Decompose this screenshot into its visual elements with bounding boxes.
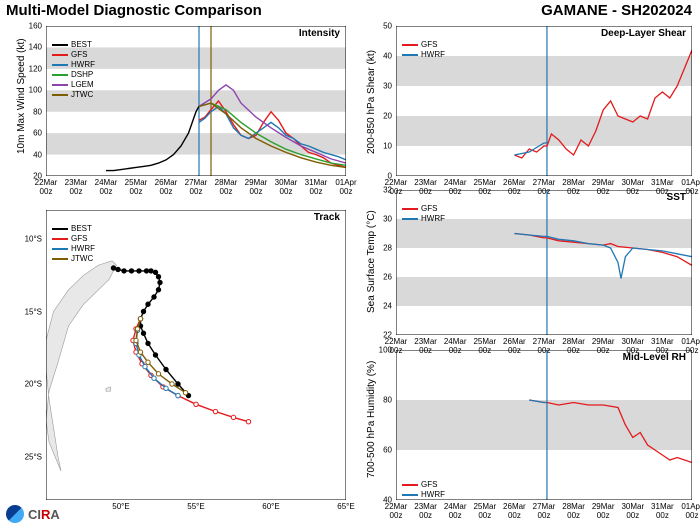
legend-intensity: BESTGFSHWRFDSHPLGEMJTWC <box>52 40 95 100</box>
xtick: 30Mar00z <box>618 502 648 520</box>
legend-item: BEST <box>52 224 95 234</box>
xtick: 23Mar00z <box>411 502 441 520</box>
xtick: 29Mar00z <box>241 178 271 196</box>
cira-r: R <box>41 507 50 522</box>
panel-shear: Deep-Layer Shear 200-850 hPa Shear (kt) … <box>396 26 692 176</box>
xtick: 27Mar00z <box>181 178 211 196</box>
xtick: 24Mar00z <box>440 502 470 520</box>
chart-rh <box>396 350 692 500</box>
xtick: 23Mar00z <box>61 178 91 196</box>
legend-item: JTWC <box>52 90 95 100</box>
ytick: 50 <box>372 22 392 31</box>
ytick: 160 <box>22 22 42 31</box>
xtick: 01Apr00z <box>677 502 700 520</box>
xtick: 26Mar00z <box>151 178 181 196</box>
ylabel-sst: Sea Surface Temp (°C) <box>366 211 377 314</box>
xtick: 25Mar00z <box>470 502 500 520</box>
panel-sst: SST Sea Surface Temp (°C) GFSHWRF 222426… <box>396 190 692 335</box>
noaa-icon <box>6 505 24 523</box>
panel-intensity: Intensity 10m Max Wind Speed (kt) BESTGF… <box>46 26 346 176</box>
ytick: 32 <box>372 186 392 195</box>
lat-tick: 25°S <box>16 452 42 461</box>
xtick: 31Mar00z <box>647 502 677 520</box>
legend-item: HWRF <box>52 60 95 70</box>
lat-tick: 10°S <box>16 235 42 244</box>
xtick: 30Mar00z <box>271 178 301 196</box>
ytick: 28 <box>372 244 392 253</box>
legend-item: GFS <box>52 50 95 60</box>
ytick: 80 <box>372 396 392 405</box>
ytick: 10 <box>372 142 392 151</box>
legend-item: HWRF <box>402 214 445 224</box>
legend-rh: GFSHWRF <box>402 480 445 500</box>
xtick: 31Mar00z <box>301 178 331 196</box>
ytick: 100 <box>22 86 42 95</box>
ytick: 20 <box>372 112 392 121</box>
storm-title: GAMANE - SH202024 <box>541 2 692 19</box>
legend-sst: GFSHWRF <box>402 204 445 224</box>
legend-shear: GFSHWRF <box>402 40 445 60</box>
xtick: 24Mar00z <box>91 178 121 196</box>
xtick: 29Mar00z <box>588 502 618 520</box>
cira-c: C <box>28 507 37 522</box>
main-title: Multi-Model Diagnostic Comparison <box>6 2 262 19</box>
lat-tick: 20°S <box>16 380 42 389</box>
ylabel-rh: 700-500 hPa Humidity (%) <box>366 360 377 477</box>
xtick: 28Mar00z <box>559 502 589 520</box>
ytick: 26 <box>372 273 392 282</box>
legend-item: LGEM <box>52 80 95 90</box>
xtick: 25Mar00z <box>121 178 151 196</box>
cira-logo: CIRA <box>28 507 60 522</box>
xtick: 22Mar00z <box>381 502 411 520</box>
lon-tick: 65°E <box>337 502 354 511</box>
ytick: 120 <box>22 64 42 73</box>
ytick: 40 <box>22 150 42 159</box>
ylabel-shear: 200-850 hPa Shear (kt) <box>366 50 377 154</box>
ytick: 100 <box>372 346 392 355</box>
legend-track: BESTGFSHWRFJTWC <box>52 224 95 264</box>
xtick: 27Mar00z <box>529 502 559 520</box>
ytick: 80 <box>22 107 42 116</box>
legend-item: HWRF <box>52 244 95 254</box>
ytick: 60 <box>372 446 392 455</box>
legend-item: BEST <box>52 40 95 50</box>
legend-item: GFS <box>52 234 95 244</box>
ytick: 30 <box>372 82 392 91</box>
legend-item: JTWC <box>52 254 95 264</box>
ytick: 140 <box>22 43 42 52</box>
legend-item: GFS <box>402 40 445 50</box>
cira-a: A <box>50 507 59 522</box>
lat-tick: 15°S <box>16 307 42 316</box>
panel-rh: Mid-Level RH 700-500 hPa Humidity (%) GF… <box>396 350 692 500</box>
legend-item: GFS <box>402 480 445 490</box>
legend-item: GFS <box>402 204 445 214</box>
legend-item: HWRF <box>402 490 445 500</box>
legend-item: HWRF <box>402 50 445 60</box>
ytick: 40 <box>372 52 392 61</box>
ytick: 24 <box>372 302 392 311</box>
xtick: 26Mar00z <box>499 502 529 520</box>
footer-logo: CIRA <box>6 505 60 523</box>
ytick: 60 <box>22 129 42 138</box>
xtick: 22Mar00z <box>31 178 61 196</box>
xtick: 01Apr00z <box>331 178 361 196</box>
ytick: 30 <box>372 215 392 224</box>
header: Multi-Model Diagnostic Comparison GAMANE… <box>0 2 700 24</box>
lon-tick: 50°E <box>112 502 129 511</box>
xtick: 28Mar00z <box>211 178 241 196</box>
lon-tick: 60°E <box>262 502 279 511</box>
legend-item: DSHP <box>52 70 95 80</box>
lon-tick: 55°E <box>187 502 204 511</box>
panel-track: Track BESTGFSHWRFJTWC 10°S15°S20°S25°S50… <box>46 210 346 500</box>
